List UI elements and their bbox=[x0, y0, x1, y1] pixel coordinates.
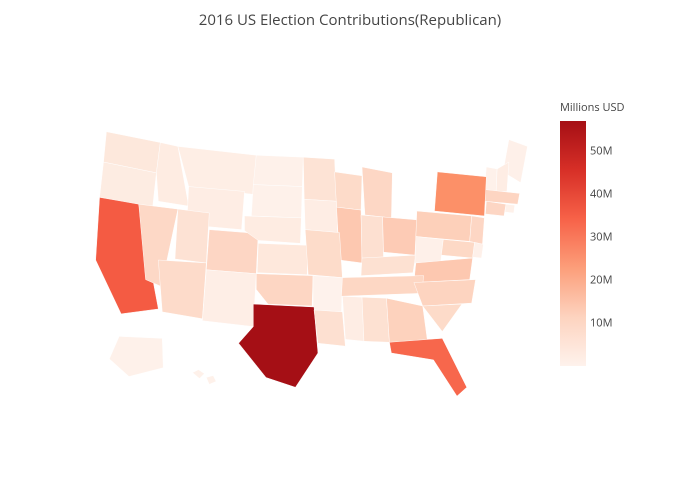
state-UT bbox=[175, 209, 209, 263]
states-group bbox=[96, 132, 528, 396]
state-NC bbox=[414, 280, 476, 306]
state-KS bbox=[257, 243, 308, 274]
state-WI bbox=[335, 172, 362, 210]
colorbar-tick-50: 50M bbox=[590, 144, 612, 159]
state-AR bbox=[313, 276, 342, 312]
state-NY bbox=[434, 172, 486, 216]
state-AZ bbox=[158, 260, 206, 319]
colorbar: Millions USD 50M 40M 30M 20M 10M bbox=[560, 100, 650, 366]
state-KY bbox=[361, 255, 416, 276]
state-SC bbox=[423, 304, 462, 331]
state-ND bbox=[253, 155, 303, 186]
state-FL bbox=[389, 338, 466, 396]
state-DE bbox=[473, 242, 484, 258]
state-NM bbox=[202, 270, 256, 327]
state-SD bbox=[251, 185, 302, 218]
state-OH bbox=[383, 217, 417, 255]
state-MD bbox=[441, 239, 474, 258]
colorbar-tick-10: 10M bbox=[590, 316, 612, 331]
state-MS bbox=[342, 296, 364, 341]
state-RI bbox=[505, 204, 515, 213]
state-AL bbox=[362, 297, 389, 342]
colorbar-tick-40: 40M bbox=[590, 187, 612, 202]
state-CO bbox=[206, 230, 258, 274]
state-CT bbox=[485, 201, 506, 216]
colorbar-tick-30: 30M bbox=[590, 230, 612, 245]
state-LA bbox=[314, 310, 345, 346]
state-MN bbox=[303, 157, 336, 201]
state-TN bbox=[341, 276, 423, 297]
state-MI bbox=[362, 167, 392, 218]
state-NH bbox=[496, 162, 509, 191]
state-IN bbox=[361, 215, 384, 260]
state-NJ bbox=[470, 216, 485, 244]
state-MO bbox=[305, 230, 342, 278]
us-map bbox=[80, 110, 550, 410]
state-AK bbox=[109, 336, 163, 376]
colorbar-gradient bbox=[560, 121, 586, 366]
state-PA bbox=[416, 211, 472, 241]
state-GA bbox=[386, 298, 427, 342]
colorbar-tick-20: 20M bbox=[590, 273, 612, 288]
state-IA bbox=[304, 199, 337, 232]
state-OK bbox=[256, 274, 313, 306]
state-HI bbox=[193, 370, 217, 385]
colorbar-title: Millions USD bbox=[560, 100, 650, 115]
chart-title: 2016 US Election Contributions(Republica… bbox=[0, 10, 700, 30]
